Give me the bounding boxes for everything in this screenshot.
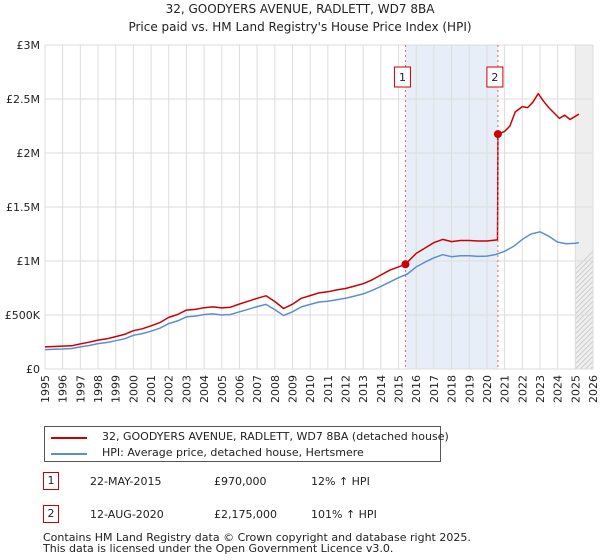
x-tick-label: 2007 <box>251 375 264 403</box>
x-tick-label: 2019 <box>463 375 476 403</box>
hpi-series-line <box>44 231 580 351</box>
legend-swatch-property <box>51 437 87 439</box>
x-tick-label: 2024 <box>552 375 565 403</box>
x-tick-label: 2004 <box>198 375 211 403</box>
sale-point-1 <box>401 260 410 269</box>
x-tick-label: 1996 <box>57 375 70 403</box>
x-tick-label: 1999 <box>110 375 123 403</box>
sale-marker-label-2: 2 <box>491 71 498 84</box>
x-tick-label: 2003 <box>180 375 193 403</box>
legend: 32, GOODYERS AVENUE, RADLETT, WD7 8BA (d… <box>44 426 449 462</box>
y-tick-label: £3M <box>17 39 41 52</box>
y-tick-label: £2M <box>17 147 41 160</box>
chart-subtitle: Price paid vs. HM Land Registry's House … <box>128 20 471 34</box>
x-tick-label: 2021 <box>499 375 512 403</box>
x-tick-label: 2020 <box>481 375 494 403</box>
sale-hpi-1: 12% ↑ HPI <box>311 475 370 488</box>
legend-label-hpi: HPI: Average price, detached house, Hert… <box>102 446 364 459</box>
x-tick-label: 1998 <box>92 375 105 403</box>
x-tick-label: 2002 <box>163 375 176 403</box>
x-tick-label: 2015 <box>393 375 406 403</box>
x-tick-label: 2008 <box>269 375 282 403</box>
x-tick-label: 2010 <box>304 375 317 403</box>
footer-line-2: This data is licensed under the Open Gov… <box>43 542 394 555</box>
x-tick-label: 1997 <box>74 375 87 403</box>
property-series-line <box>44 92 580 348</box>
price-chart: 32, GOODYERS AVENUE, RADLETT, WD7 8BA Pr… <box>5 2 600 403</box>
y-tick-label: £0 <box>26 363 40 376</box>
sale-marker-box-1 <box>393 66 411 88</box>
legend-swatch-hpi <box>51 453 87 455</box>
sale-date-1: 22-MAY-2015 <box>90 475 162 488</box>
y-tick-label: £1.5M <box>6 201 40 214</box>
x-tick-label: 2017 <box>428 375 441 403</box>
x-tick-label: 1995 <box>39 375 52 403</box>
sale-price-2: £2,175,000 <box>214 508 277 521</box>
x-tick-label: 2016 <box>410 375 423 403</box>
y-tick-label: £2.5M <box>6 93 40 106</box>
y-tick-label: £500K <box>5 309 41 322</box>
sale-marker-label-1: 1 <box>399 71 406 84</box>
x-tick-label: 2023 <box>534 375 547 403</box>
x-tick-label: 2014 <box>375 375 388 403</box>
x-tick-label: 2022 <box>516 375 529 403</box>
x-tick-label: 2005 <box>216 375 229 403</box>
x-tick-label: 2012 <box>340 375 353 403</box>
footer-line-1: Contains HM Land Registry data © Crown c… <box>43 531 471 544</box>
chart-title: 32, GOODYERS AVENUE, RADLETT, WD7 8BA <box>166 2 436 16</box>
sale-marker-box-2 <box>486 66 504 88</box>
sale-price-1: £970,000 <box>214 475 267 488</box>
x-tick-label: 2025 <box>569 375 582 403</box>
x-tick-label: 2013 <box>357 375 370 403</box>
x-tick-label: 2000 <box>127 375 140 403</box>
x-tick-label: 2011 <box>322 375 335 403</box>
x-tick-label: 2018 <box>446 375 459 403</box>
x-tick-label: 2001 <box>145 375 158 403</box>
legend-label-property: 32, GOODYERS AVENUE, RADLETT, WD7 8BA (d… <box>102 430 449 443</box>
sale-point-2 <box>493 130 502 139</box>
sale-badge-1: 1 <box>43 472 59 490</box>
sale-date-2: 12-AUG-2020 <box>90 508 164 521</box>
footer: Contains HM Land Registry data © Crown c… <box>43 532 471 554</box>
x-tick-label: 2006 <box>233 375 246 403</box>
x-tick-label: 2026 <box>587 375 600 403</box>
sale-badge-2: 2 <box>43 505 59 523</box>
forecast-hatch-line <box>595 45 600 369</box>
y-tick-label: £1M <box>17 255 41 268</box>
sale-hpi-2: 101% ↑ HPI <box>311 508 377 521</box>
x-tick-label: 2009 <box>286 375 299 403</box>
